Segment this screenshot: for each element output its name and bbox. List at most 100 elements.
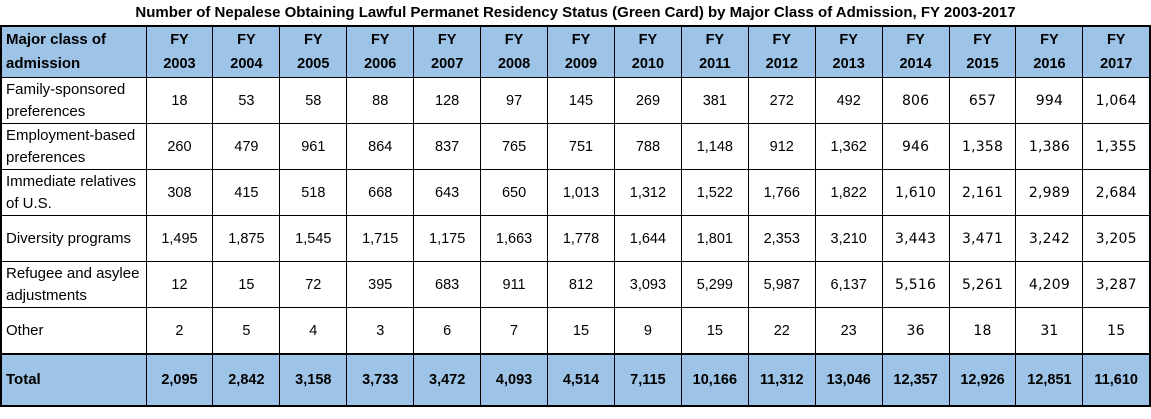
value-cell: 7,115 xyxy=(613,353,682,407)
value-cell: 788 xyxy=(613,123,682,170)
value-cell: 97 xyxy=(480,77,549,124)
value-cell: 12,357 xyxy=(881,353,950,407)
year-header: FY 2008 xyxy=(480,25,549,78)
value-cell: 3,472 xyxy=(413,353,482,407)
year-header: FY 2009 xyxy=(547,25,615,78)
value-cell: 4 xyxy=(279,307,348,355)
value-cell: 415 xyxy=(212,169,281,216)
row-label: Immediate relatives of U.S. xyxy=(0,169,147,216)
value-cell: 395 xyxy=(346,261,415,308)
value-cell: 1,175 xyxy=(413,215,482,262)
value-cell: 3,093 xyxy=(613,261,682,308)
year-header: FY 2005 xyxy=(279,25,348,78)
value-cell: 3,733 xyxy=(346,353,415,407)
row-label: Total xyxy=(0,353,147,407)
value-cell: 3,210 xyxy=(814,215,883,262)
value-cell: 1,148 xyxy=(680,123,749,170)
value-cell: 1,822 xyxy=(814,169,883,216)
value-cell: 145 xyxy=(547,77,615,124)
value-cell: 11,312 xyxy=(747,353,816,407)
value-cell: 911 xyxy=(480,261,549,308)
year-header: FY 2004 xyxy=(212,25,281,78)
value-cell: 15 xyxy=(680,307,749,355)
value-cell: 3,443 xyxy=(881,215,950,262)
value-cell: 912 xyxy=(747,123,816,170)
value-cell: 308 xyxy=(145,169,214,216)
row-header-label: Major class of admission xyxy=(0,25,147,78)
value-cell: 72 xyxy=(279,261,348,308)
value-cell: 668 xyxy=(346,169,415,216)
value-cell: 518 xyxy=(279,169,348,216)
value-cell: 269 xyxy=(613,77,682,124)
value-cell: 12,851 xyxy=(1015,353,1084,407)
value-cell: 260 xyxy=(145,123,214,170)
value-cell: 88 xyxy=(346,77,415,124)
value-cell: 1,064 xyxy=(1082,77,1151,124)
value-cell: 806 xyxy=(881,77,950,124)
value-cell: 10,166 xyxy=(680,353,749,407)
value-cell: 53 xyxy=(212,77,281,124)
value-cell: 492 xyxy=(814,77,883,124)
value-cell: 2 xyxy=(145,307,214,355)
row-label: Diversity programs xyxy=(0,215,147,262)
value-cell: 12 xyxy=(145,261,214,308)
value-cell: 5,987 xyxy=(747,261,816,308)
year-header: FY 2006 xyxy=(346,25,415,78)
value-cell: 1,355 xyxy=(1082,123,1151,170)
table-body: Family-sponsored preferences 18 53 58 88 128 9… xyxy=(0,77,1151,407)
value-cell: 1,522 xyxy=(680,169,749,216)
value-cell: 4,514 xyxy=(547,353,615,407)
value-cell: 18 xyxy=(145,77,214,124)
value-cell: 2,095 xyxy=(145,353,214,407)
value-cell: 683 xyxy=(413,261,482,308)
value-cell: 1,875 xyxy=(212,215,281,262)
value-cell: 3,287 xyxy=(1082,261,1151,308)
table-title: Number of Nepalese Obtaining Lawful Perm… xyxy=(135,4,1016,21)
value-cell: 946 xyxy=(881,123,950,170)
value-cell: 15 xyxy=(1082,307,1151,355)
value-cell: 864 xyxy=(346,123,415,170)
value-cell: 643 xyxy=(413,169,482,216)
value-cell: 5,261 xyxy=(948,261,1017,308)
row-label: Family-sponsored preferences xyxy=(0,77,147,124)
value-cell: 1,495 xyxy=(145,215,214,262)
value-cell: 1,362 xyxy=(814,123,883,170)
value-cell: 1,778 xyxy=(547,215,615,262)
value-cell: 961 xyxy=(279,123,348,170)
value-cell: 15 xyxy=(212,261,281,308)
value-cell: 657 xyxy=(948,77,1017,124)
value-cell: 36 xyxy=(881,307,950,355)
value-cell: 1,545 xyxy=(279,215,348,262)
year-header: FY 2016 xyxy=(1015,25,1084,78)
value-cell: 7 xyxy=(480,307,549,355)
value-cell: 1,312 xyxy=(613,169,682,216)
value-cell: 2,353 xyxy=(747,215,816,262)
value-cell: 1,610 xyxy=(881,169,950,216)
value-cell: 1,766 xyxy=(747,169,816,216)
value-cell: 751 xyxy=(547,123,615,170)
table-row: Immediate relatives of U.S. 308 415 518 668 6… xyxy=(0,169,1151,216)
year-header: FY 2014 xyxy=(881,25,950,78)
value-cell: 3,242 xyxy=(1015,215,1084,262)
value-cell: 2,989 xyxy=(1015,169,1084,216)
value-cell: 22 xyxy=(747,307,816,355)
value-cell: 994 xyxy=(1015,77,1084,124)
table-row: Employment-based preferences 260 479 961 864… xyxy=(0,123,1151,170)
value-cell: 1,644 xyxy=(613,215,682,262)
row-label: Refugee and asylee adjustments xyxy=(0,261,147,308)
year-header: FY 2007 xyxy=(413,25,482,78)
value-cell: 11,610 xyxy=(1082,353,1151,407)
value-cell: 3,205 xyxy=(1082,215,1151,262)
year-header: FY 2017 xyxy=(1082,25,1151,78)
value-cell: 1,013 xyxy=(547,169,615,216)
value-cell: 3,471 xyxy=(948,215,1017,262)
value-cell: 3 xyxy=(346,307,415,355)
value-cell: 5,299 xyxy=(680,261,749,308)
year-header: FY 2012 xyxy=(747,25,816,78)
value-cell: 5 xyxy=(212,307,281,355)
value-cell: 5,516 xyxy=(881,261,950,308)
value-cell: 58 xyxy=(279,77,348,124)
value-cell: 812 xyxy=(547,261,615,308)
admissions-table: Major class of admission FY 2003 FY 2004 FY 2… xyxy=(0,25,1151,407)
